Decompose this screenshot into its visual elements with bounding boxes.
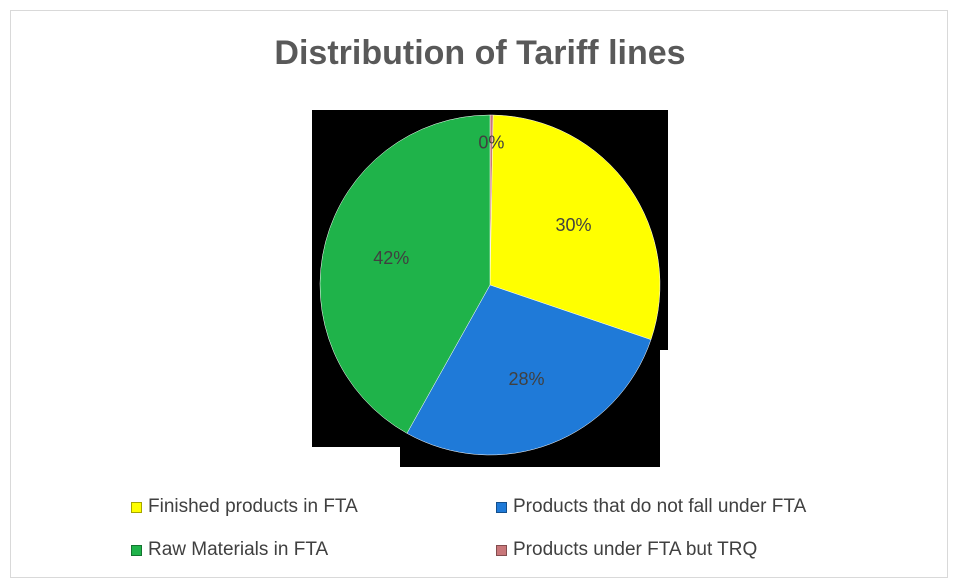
pie-slice-1 (489, 114, 661, 340)
data-label-2: 28% (509, 369, 545, 389)
chart-title: Distribution of Tariff lines (274, 34, 686, 72)
data-label-1: 30% (555, 215, 591, 235)
data-label-0: 0% (478, 133, 504, 153)
pie-slices (319, 114, 661, 456)
pie-data-labels: 0% 30% 28% 42% (373, 133, 591, 389)
pie-slice-3 (319, 114, 491, 434)
pie-slice-2 (406, 284, 652, 456)
data-label-3: 42% (373, 248, 409, 268)
